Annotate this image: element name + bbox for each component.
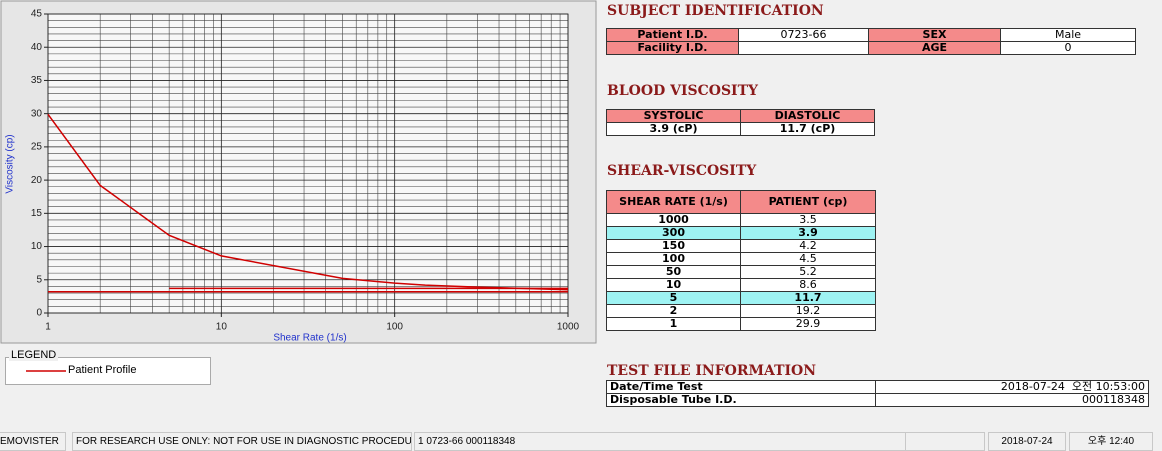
status-time: 오후 12:40	[1069, 432, 1153, 451]
shear-rate: 150	[606, 239, 741, 253]
shear-row: 2 19.2	[606, 304, 876, 318]
viscosity: 11.7	[740, 291, 876, 305]
label: AGE	[868, 41, 1001, 55]
x-tick-label: 100	[386, 322, 403, 333]
section-title: TEST FILE INFORMATION	[607, 363, 817, 379]
y-tick-label: 45	[31, 9, 43, 20]
x-axis-label: Shear Rate (1/s)	[273, 333, 346, 344]
value: 2018-07-24 오전 10:53:00	[875, 380, 1149, 394]
shear-row: 150 4.2	[606, 239, 876, 253]
status-record: 1 0723-66 000118348	[414, 432, 906, 451]
header: SHEAR RATE (1/s)	[606, 190, 741, 214]
section-title: SHEAR-VISCOSITY	[607, 163, 757, 179]
viscosity: 3.9	[740, 226, 876, 240]
status-empty	[905, 432, 985, 451]
viscosity: 4.2	[740, 239, 876, 253]
viscosity: 3.5	[740, 213, 876, 227]
shear-rate: 10	[606, 278, 741, 292]
viscosity: 4.5	[740, 252, 876, 266]
shear-rate: 5	[606, 291, 741, 305]
value: 0	[1000, 41, 1136, 55]
time: 오전 10:53:00	[1071, 380, 1145, 393]
y-axis-label: Viscosity (cp)	[5, 134, 16, 193]
shear-rate: 1	[606, 317, 741, 331]
date: 2018-07-24	[1000, 380, 1065, 393]
shear-row: 5 11.7	[606, 291, 876, 305]
value: 3.9 (cP)	[606, 122, 741, 136]
status-app: EMOVISTER	[0, 432, 66, 451]
y-tick-label: 35	[31, 75, 43, 86]
plot-area	[47, 13, 569, 314]
grid	[44, 13, 569, 317]
header: DIASTOLIC	[740, 109, 875, 123]
section-title: BLOOD VISCOSITY	[607, 83, 759, 99]
viscosity: 29.9	[740, 317, 876, 331]
header: SYSTOLIC	[606, 109, 741, 123]
chart-panel: Shear Rate (1/s) Viscosity (cp) 0 5 10 15 20…	[0, 0, 597, 344]
plot	[47, 113, 569, 293]
status-notice: FOR RESEARCH USE ONLY: NOT FOR USE IN DI…	[72, 432, 412, 451]
status-bar: EMOVISTER FOR RESEARCH USE ONLY: NOT FOR…	[0, 430, 1162, 451]
y-tick-label: 10	[31, 241, 43, 252]
shear-row: 1 29.9	[606, 317, 876, 331]
shear-row: 50 5.2	[606, 265, 876, 279]
x-tick-label: 1	[45, 322, 51, 333]
label: Date/Time Test	[606, 380, 876, 394]
shear-row: 300 3.9	[606, 226, 876, 240]
value: 11.7 (cP)	[740, 122, 875, 136]
y-tick-label: 40	[31, 42, 43, 53]
x-tick-label: 10	[216, 322, 228, 333]
shear-row: 10 8.6	[606, 278, 876, 292]
shear-rate: 100	[606, 252, 741, 266]
value: Male	[1000, 28, 1136, 42]
shear-rate: 1000	[606, 213, 741, 227]
label: Patient I.D.	[606, 28, 739, 42]
legend-title: LEGEND	[9, 349, 59, 361]
y-tick-label: 0	[36, 308, 42, 319]
status-date: 2018-07-24	[988, 432, 1066, 451]
section-title: SUBJECT IDENTIFICATION	[607, 3, 824, 19]
blood-table: SYSTOLIC DIASTOLIC 3.9 (cP) 11.7 (cP)	[606, 109, 875, 136]
shear-rate: 50	[606, 265, 741, 279]
shear-row: 100 4.5	[606, 252, 876, 266]
y-tick-label: 5	[36, 274, 42, 285]
shear-table: SHEAR RATE (1/s) PATIENT (cp) 1000 3.5 300 3…	[606, 190, 876, 331]
y-tick-label: 15	[31, 208, 43, 219]
test-table: Date/Time Test 2018-07-24 오전 10:53:00 Dis…	[606, 380, 1149, 407]
label: Facility I.D.	[606, 41, 739, 55]
shear-rate: 300	[606, 226, 741, 240]
x-tick-label: 1000	[557, 322, 580, 333]
value	[738, 41, 869, 55]
series-line	[47, 113, 569, 291]
header: PATIENT (cp)	[740, 190, 876, 214]
legend-label: Patient Profile	[68, 364, 137, 376]
legend-swatch	[26, 370, 66, 372]
y-tick-label: 30	[31, 108, 43, 119]
viscosity: 5.2	[740, 265, 876, 279]
y-tick-label: 25	[31, 142, 43, 153]
viscosity: 19.2	[740, 304, 876, 318]
shear-row: 1000 3.5	[606, 213, 876, 227]
value: 000118348	[875, 393, 1149, 407]
viscosity: 8.6	[740, 278, 876, 292]
y-tick-label: 20	[31, 175, 43, 186]
legend: LEGEND Patient Profile	[5, 349, 211, 385]
shear-rate: 2	[606, 304, 741, 318]
label: Disposable Tube I.D.	[606, 393, 876, 407]
label: SEX	[868, 28, 1001, 42]
subject-table: Patient I.D. 0723-66 SEX Male Facility I.D.…	[606, 28, 1136, 55]
value: 0723-66	[738, 28, 869, 42]
